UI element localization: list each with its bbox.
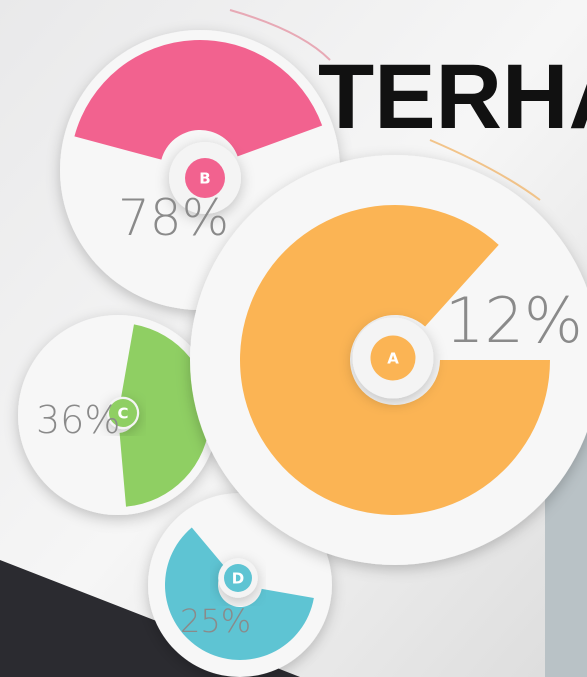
badge-letter: C [117,405,128,423]
percent: 36% [36,398,120,442]
wedge [165,527,314,661]
discs: C36% D 25% B78% A 12% [18,30,587,677]
deco-line [429,139,541,201]
percent: 12% [445,284,583,357]
badge [370,335,416,381]
wedge [74,40,323,160]
percent: 25% [180,602,251,640]
chart-disc: A 12% [190,155,587,565]
badge [185,158,225,198]
percent: 78% [118,189,229,247]
wedge [239,204,550,516]
chart-disc: D 25% [148,493,332,677]
chart-disc: C36% [18,315,218,515]
badge-letter: A [387,350,399,368]
badge [109,399,137,427]
badge-letter: B [199,170,210,188]
badge [224,564,252,592]
badge-letter: D [232,570,244,588]
wedge [119,324,211,507]
deco-line [229,9,331,61]
title: TERHA [318,46,587,148]
